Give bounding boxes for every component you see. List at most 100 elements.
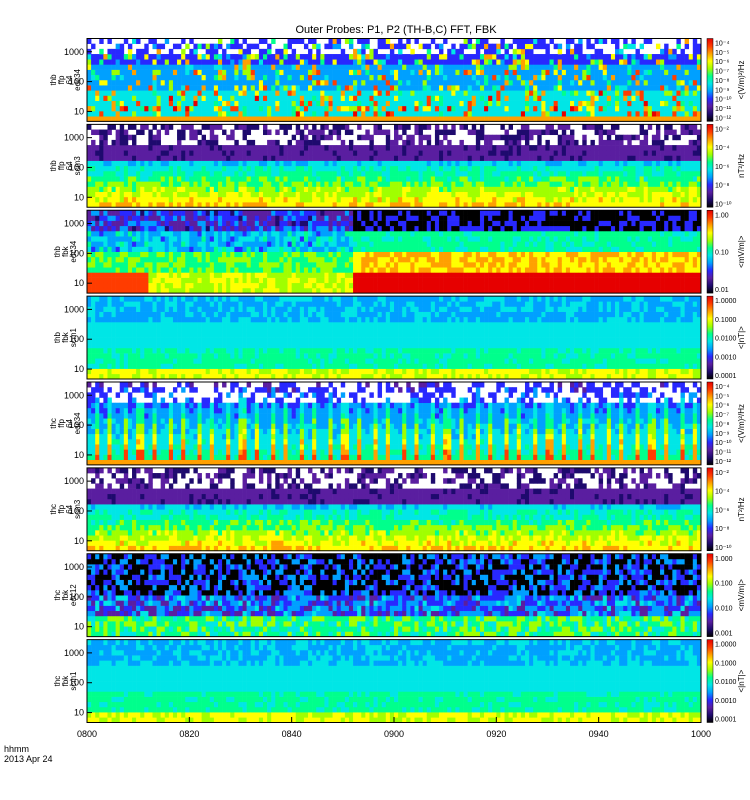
- spectrogram-cell: [635, 111, 640, 117]
- spectrogram-cell: [504, 176, 509, 182]
- spectrogram-cell: [500, 150, 505, 156]
- spectrogram-cell: [95, 160, 100, 167]
- spectrogram-cell: [541, 181, 546, 187]
- spectrogram-cell: [570, 150, 575, 156]
- spectrogram-cell: [91, 215, 96, 221]
- spectrogram-cell: [312, 191, 317, 198]
- spectrogram-cell: [197, 246, 202, 252]
- spectrogram-cell: [447, 150, 452, 156]
- spectrogram-cell: [242, 251, 247, 258]
- spectrogram-cell: [209, 210, 215, 216]
- spectrogram-cell: [516, 105, 522, 112]
- spectrogram-cell: [639, 111, 644, 117]
- spectrogram-cell: [602, 165, 608, 172]
- spectrogram-cell: [524, 196, 530, 203]
- spectrogram-cell: [643, 85, 649, 91]
- spectrogram-cell: [402, 181, 407, 187]
- spectrogram-cell: [148, 287, 153, 294]
- spectrogram-cell: [377, 191, 383, 198]
- spectrogram-cell: [242, 54, 247, 60]
- spectrogram-cell: [295, 129, 301, 136]
- spectrogram-cell: [692, 64, 698, 70]
- spectrogram-cell: [230, 160, 235, 167]
- spectrogram-cell: [193, 116, 198, 122]
- spectrogram-cell: [242, 124, 247, 130]
- spectrogram-cell: [87, 116, 92, 122]
- spectrogram-cell: [447, 95, 452, 101]
- spectrogram-cell: [692, 79, 698, 86]
- spectrogram-cell: [177, 150, 182, 156]
- spectrogram-cell: [189, 256, 194, 263]
- spectrogram-cell: [451, 90, 456, 96]
- spectrogram-cell: [295, 69, 301, 76]
- spectrogram-cell: [365, 90, 370, 96]
- spectrogram-cell: [209, 139, 215, 146]
- spectrogram-cell: [516, 111, 522, 117]
- spectrogram-cell: [299, 170, 305, 177]
- spectrogram-cell: [606, 170, 612, 177]
- spectrogram-cell: [332, 181, 337, 187]
- spectrogram-cell: [242, 277, 247, 284]
- spectrogram-cell: [185, 210, 190, 216]
- spectrogram-cell: [627, 191, 632, 198]
- spectrogram-cell: [316, 74, 321, 81]
- spectrogram-cell: [140, 267, 145, 273]
- spectrogram-cell: [623, 181, 628, 187]
- spectrogram-cell: [631, 38, 636, 44]
- spectrogram-cell: [410, 202, 415, 208]
- spectrogram-cell: [111, 202, 116, 208]
- spectrogram-cell: [610, 191, 616, 198]
- spectrogram-cell: [479, 176, 485, 182]
- spectrogram-cell: [238, 170, 243, 177]
- spectrogram-cell: [557, 150, 563, 156]
- spectrogram-cell: [152, 262, 157, 268]
- spectrogram-cell: [308, 90, 313, 96]
- spectrogram-cell: [439, 160, 444, 167]
- spectrogram-cell: [516, 38, 522, 44]
- spectrogram-cell: [189, 196, 194, 203]
- spectrogram-cell: [631, 134, 636, 141]
- spectrogram-cell: [455, 186, 460, 193]
- spectrogram-cell: [144, 262, 149, 268]
- spectrogram-cell: [197, 251, 202, 258]
- spectrogram-cell: [353, 64, 358, 70]
- spectrogram-cell: [320, 165, 325, 172]
- spectrogram-cell: [193, 215, 198, 221]
- spectrogram-cell: [217, 170, 223, 177]
- spectrogram-cell: [99, 165, 104, 172]
- spectrogram-cell: [447, 111, 452, 117]
- spectrogram-cell: [516, 176, 522, 182]
- spectrogram-cell: [267, 150, 272, 156]
- spectrogram-cell: [381, 43, 387, 50]
- spectrogram-cell: [267, 176, 272, 182]
- spectrogram-cell: [537, 150, 542, 156]
- spectrogram-cell: [160, 59, 166, 65]
- spectrogram-cell: [492, 170, 497, 177]
- spectrogram-cell: [602, 59, 608, 65]
- spectrogram-cell: [385, 111, 391, 117]
- spectrogram-cell: [696, 90, 702, 96]
- spectrogram-cell: [688, 155, 694, 161]
- spectrogram-cell: [189, 236, 194, 242]
- spectrogram-cell: [177, 262, 182, 268]
- spectrogram-cell: [258, 74, 264, 81]
- spectrogram-cell: [471, 191, 477, 198]
- spectrogram-cell: [148, 150, 153, 156]
- spectrogram-cell: [684, 90, 690, 96]
- spectrogram-cell: [197, 129, 202, 136]
- spectrogram-cell: [222, 262, 227, 268]
- spectrogram-cell: [226, 155, 231, 161]
- spectrogram-cell: [561, 54, 567, 60]
- spectrogram-cell: [508, 95, 513, 101]
- spectrogram-cell: [398, 134, 403, 141]
- spectrogram-cell: [185, 54, 190, 60]
- spectrogram-cell: [410, 74, 415, 81]
- spectrogram-cell: [295, 95, 301, 101]
- spectrogram-cell: [164, 287, 170, 294]
- spectrogram-cell: [504, 100, 509, 107]
- spectrogram-cell: [541, 59, 546, 65]
- spectrogram-cell: [570, 74, 575, 81]
- spectrogram-cell: [217, 225, 223, 232]
- spectrogram-cell: [516, 116, 522, 122]
- spectrogram-cell: [455, 111, 460, 117]
